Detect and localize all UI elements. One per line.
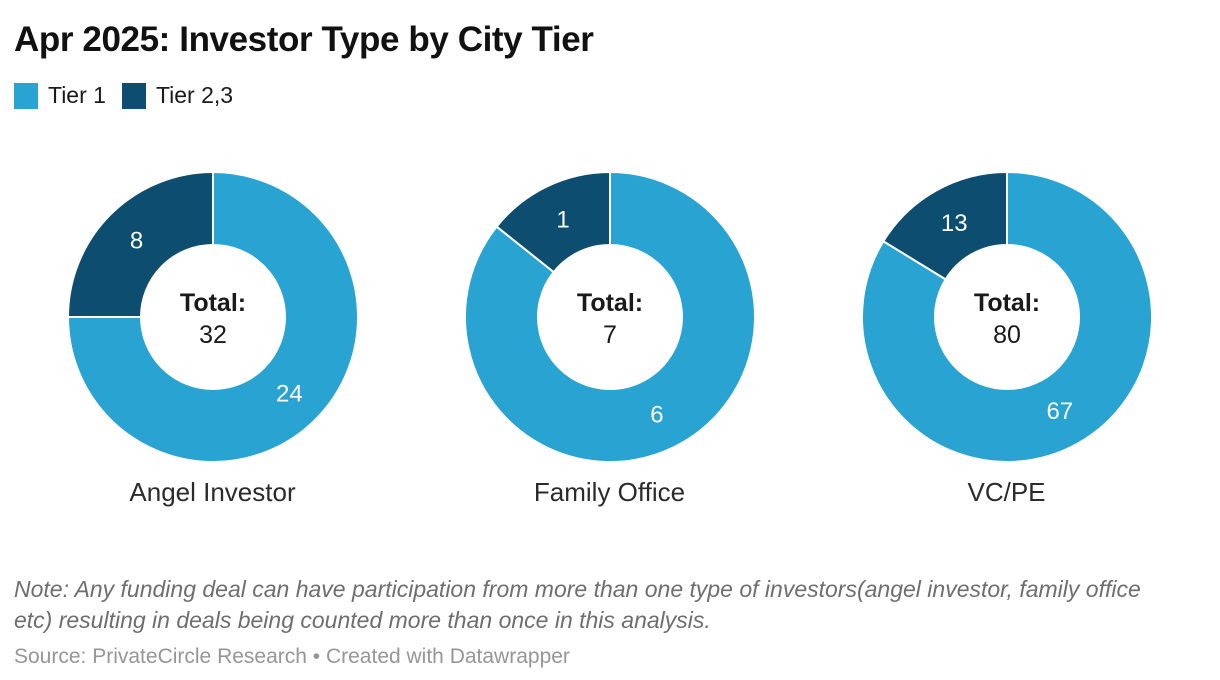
donut-family-office: 6 1 Total: 7 [463,171,756,463]
slice-value-label-tier-2-3: 1 [556,207,569,234]
donut-slice-angel-investor-tier-1 [66,171,359,463]
tier-1-color-swatch [14,82,38,109]
slice-value-label-tier-2-3: 13 [940,210,967,237]
category-label-angel-investor: Angel Investor [129,477,296,507]
tier-2-3-color-swatch [121,82,146,109]
donut-chart-family-office: 6 1 Total: 7 Family Office [411,171,808,508]
slice-value-label-tier-2-3: 8 [129,228,142,255]
donut-center-total: 80 [993,321,1021,349]
note-line-1: Note: Any funding deal can have particip… [14,576,1141,602]
donut-slice-vc-pe-tier-1 [860,171,1153,463]
donut-angel-investor: 24 8 Total: 32 [66,171,359,463]
legend-item-tier-1: Tier 1 [14,82,106,109]
category-label-vc-pe: VC/PE [967,477,1046,507]
legend-item-tier-2-3: Tier 2,3 [121,82,234,109]
donut-center-total: 7 [603,321,617,349]
chart-title: Apr 2025: Investor Type by City Tier [14,20,594,59]
donut-vc-pe: 67 13 Total: 80 [860,171,1153,463]
category-label-family-office: Family Office [533,477,686,507]
donut-slice-family-office-tier-1 [463,171,756,463]
tier-2-3-legend-label: Tier 2,3 [155,82,234,108]
note-text: Note: Any funding deal can have particip… [14,574,1206,636]
slice-value-label-tier-1: 6 [650,401,663,428]
legend: Tier 1 Tier 2,3 [14,82,1206,109]
donut-chart-angel-investor: 24 8 Total: 32 Angel Investor [14,171,411,508]
note-line-2: etc) resulting in deals being counted mo… [14,607,711,633]
donut-center-label: Total: [179,289,245,317]
footer: Note: Any funding deal can have particip… [14,574,1206,669]
donut-slice-family-office-tier-2-3 [495,171,611,274]
donut-center-label: Total: [973,289,1039,317]
slice-value-label-tier-1: 67 [1046,398,1073,425]
donut-center-total: 32 [199,321,227,349]
source-text: Source: PrivateCircle Research • Created… [14,645,570,668]
donut-chart-vc-pe: 67 13 Total: 80 VC/PE [808,171,1205,508]
donut-slice-angel-investor-tier-2-3 [66,171,214,318]
tier-1-legend-label: Tier 1 [48,82,106,108]
slice-value-label-tier-1: 24 [276,380,303,407]
donut-slice-vc-pe-tier-2-3 [881,171,1008,281]
donut-center-label: Total: [576,289,642,317]
donut-charts-row: 24 8 Total: 32 Angel Investor 6 1 Total: 7 Fam… [14,171,1206,508]
